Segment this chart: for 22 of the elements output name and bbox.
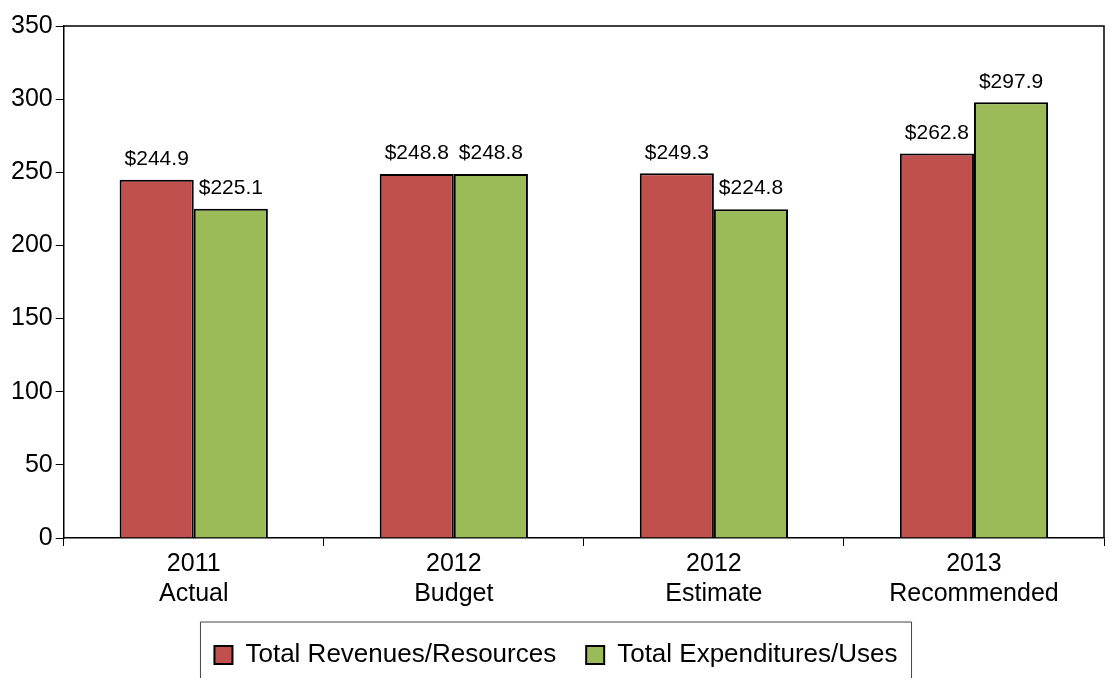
y-tick-label: 200: [10, 229, 53, 258]
y-tick-label: 50: [24, 448, 53, 477]
y-tick-label: 300: [10, 83, 53, 112]
data-label: $297.9: [978, 68, 1044, 92]
y-tick-label: 250: [10, 156, 53, 185]
x-tick-label: 2013 Recommended: [889, 547, 1059, 606]
data-label: $262.8: [904, 119, 970, 143]
data-label: $244.9: [124, 146, 189, 170]
x-tick-label: 2012 Budget: [414, 547, 494, 606]
legend-label: Total Expenditures/Uses: [617, 638, 898, 669]
x-tick-label: 2012 Estimate: [665, 547, 763, 606]
y-tick-label: 0: [38, 521, 53, 550]
data-label: $225.1: [198, 175, 263, 199]
x-tick-label: 2011 Actual: [159, 547, 229, 606]
legend-label: Total Revenues/Resources: [245, 638, 557, 669]
y-tick-label: 100: [10, 375, 53, 404]
data-label: $224.8: [718, 175, 784, 199]
y-tick-label: 350: [10, 9, 53, 38]
data-label: $248.8: [458, 140, 523, 164]
data-label: $249.3: [644, 139, 709, 163]
y-tick-label: 150: [10, 302, 53, 331]
data-label: $248.8: [384, 140, 449, 164]
